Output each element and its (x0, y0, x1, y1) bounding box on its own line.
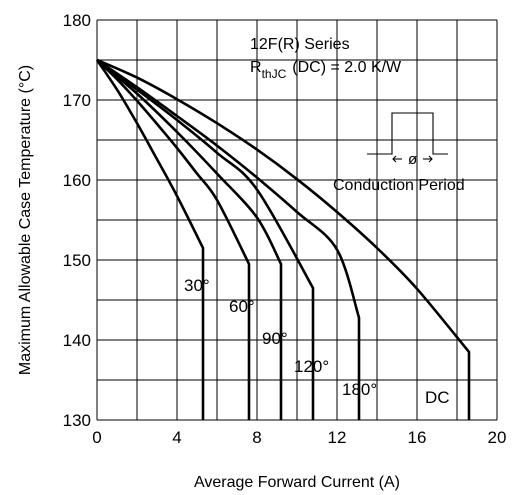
rth-annotation: RthJC (DC) = 2.0 K/W (250, 59, 402, 81)
y-tick-label: 140 (63, 331, 91, 350)
x-axis-title: Average Forward Current (A) (194, 474, 400, 491)
rth-subscript: thJC (262, 67, 287, 81)
curve-label-30: 30° (184, 276, 210, 295)
conduction-period-label: Conduction Period (333, 177, 465, 194)
series-annotation: 12F(R) Series (250, 36, 350, 53)
x-tick-label: 12 (328, 428, 347, 447)
y-axis-title: Maximum Allowable Case Temperature (°C) (17, 65, 34, 375)
curve-label-90: 90° (262, 329, 288, 348)
series-line-5 (96, 58, 471, 420)
y-tick-label: 170 (63, 91, 91, 110)
curve-label-60: 60° (229, 297, 255, 316)
series-line-4 (96, 58, 361, 420)
y-tick-label: 160 (63, 171, 91, 190)
y-tick-label: 130 (63, 411, 91, 430)
tick-labels: 0 4 8 12 16 20 130 140 150 160 170 180 (63, 11, 507, 447)
curve-label-120: 120° (294, 357, 329, 376)
rth-value: (DC) = 2.0 K/W (292, 59, 402, 76)
x-tick-label: 0 (92, 428, 101, 447)
series-line-3 (96, 58, 315, 420)
x-tick-label: 4 (172, 428, 181, 447)
curve-label-180: 180° (342, 380, 377, 399)
x-tick-label: 16 (408, 428, 427, 447)
y-tick-label: 180 (63, 11, 91, 30)
series-line-2 (96, 59, 283, 420)
conduction-waveform-icon (367, 112, 448, 163)
y-tick-label: 150 (63, 251, 91, 270)
series-line-0 (95, 59, 205, 420)
x-tick-label: 8 (252, 428, 261, 447)
rth-symbol: R (250, 59, 262, 76)
series-line-1 (96, 59, 251, 420)
x-tick-label: 20 (488, 428, 507, 447)
curves (95, 58, 471, 420)
phi-symbol: ø (408, 151, 417, 168)
curve-label-dc: DC (425, 388, 450, 407)
